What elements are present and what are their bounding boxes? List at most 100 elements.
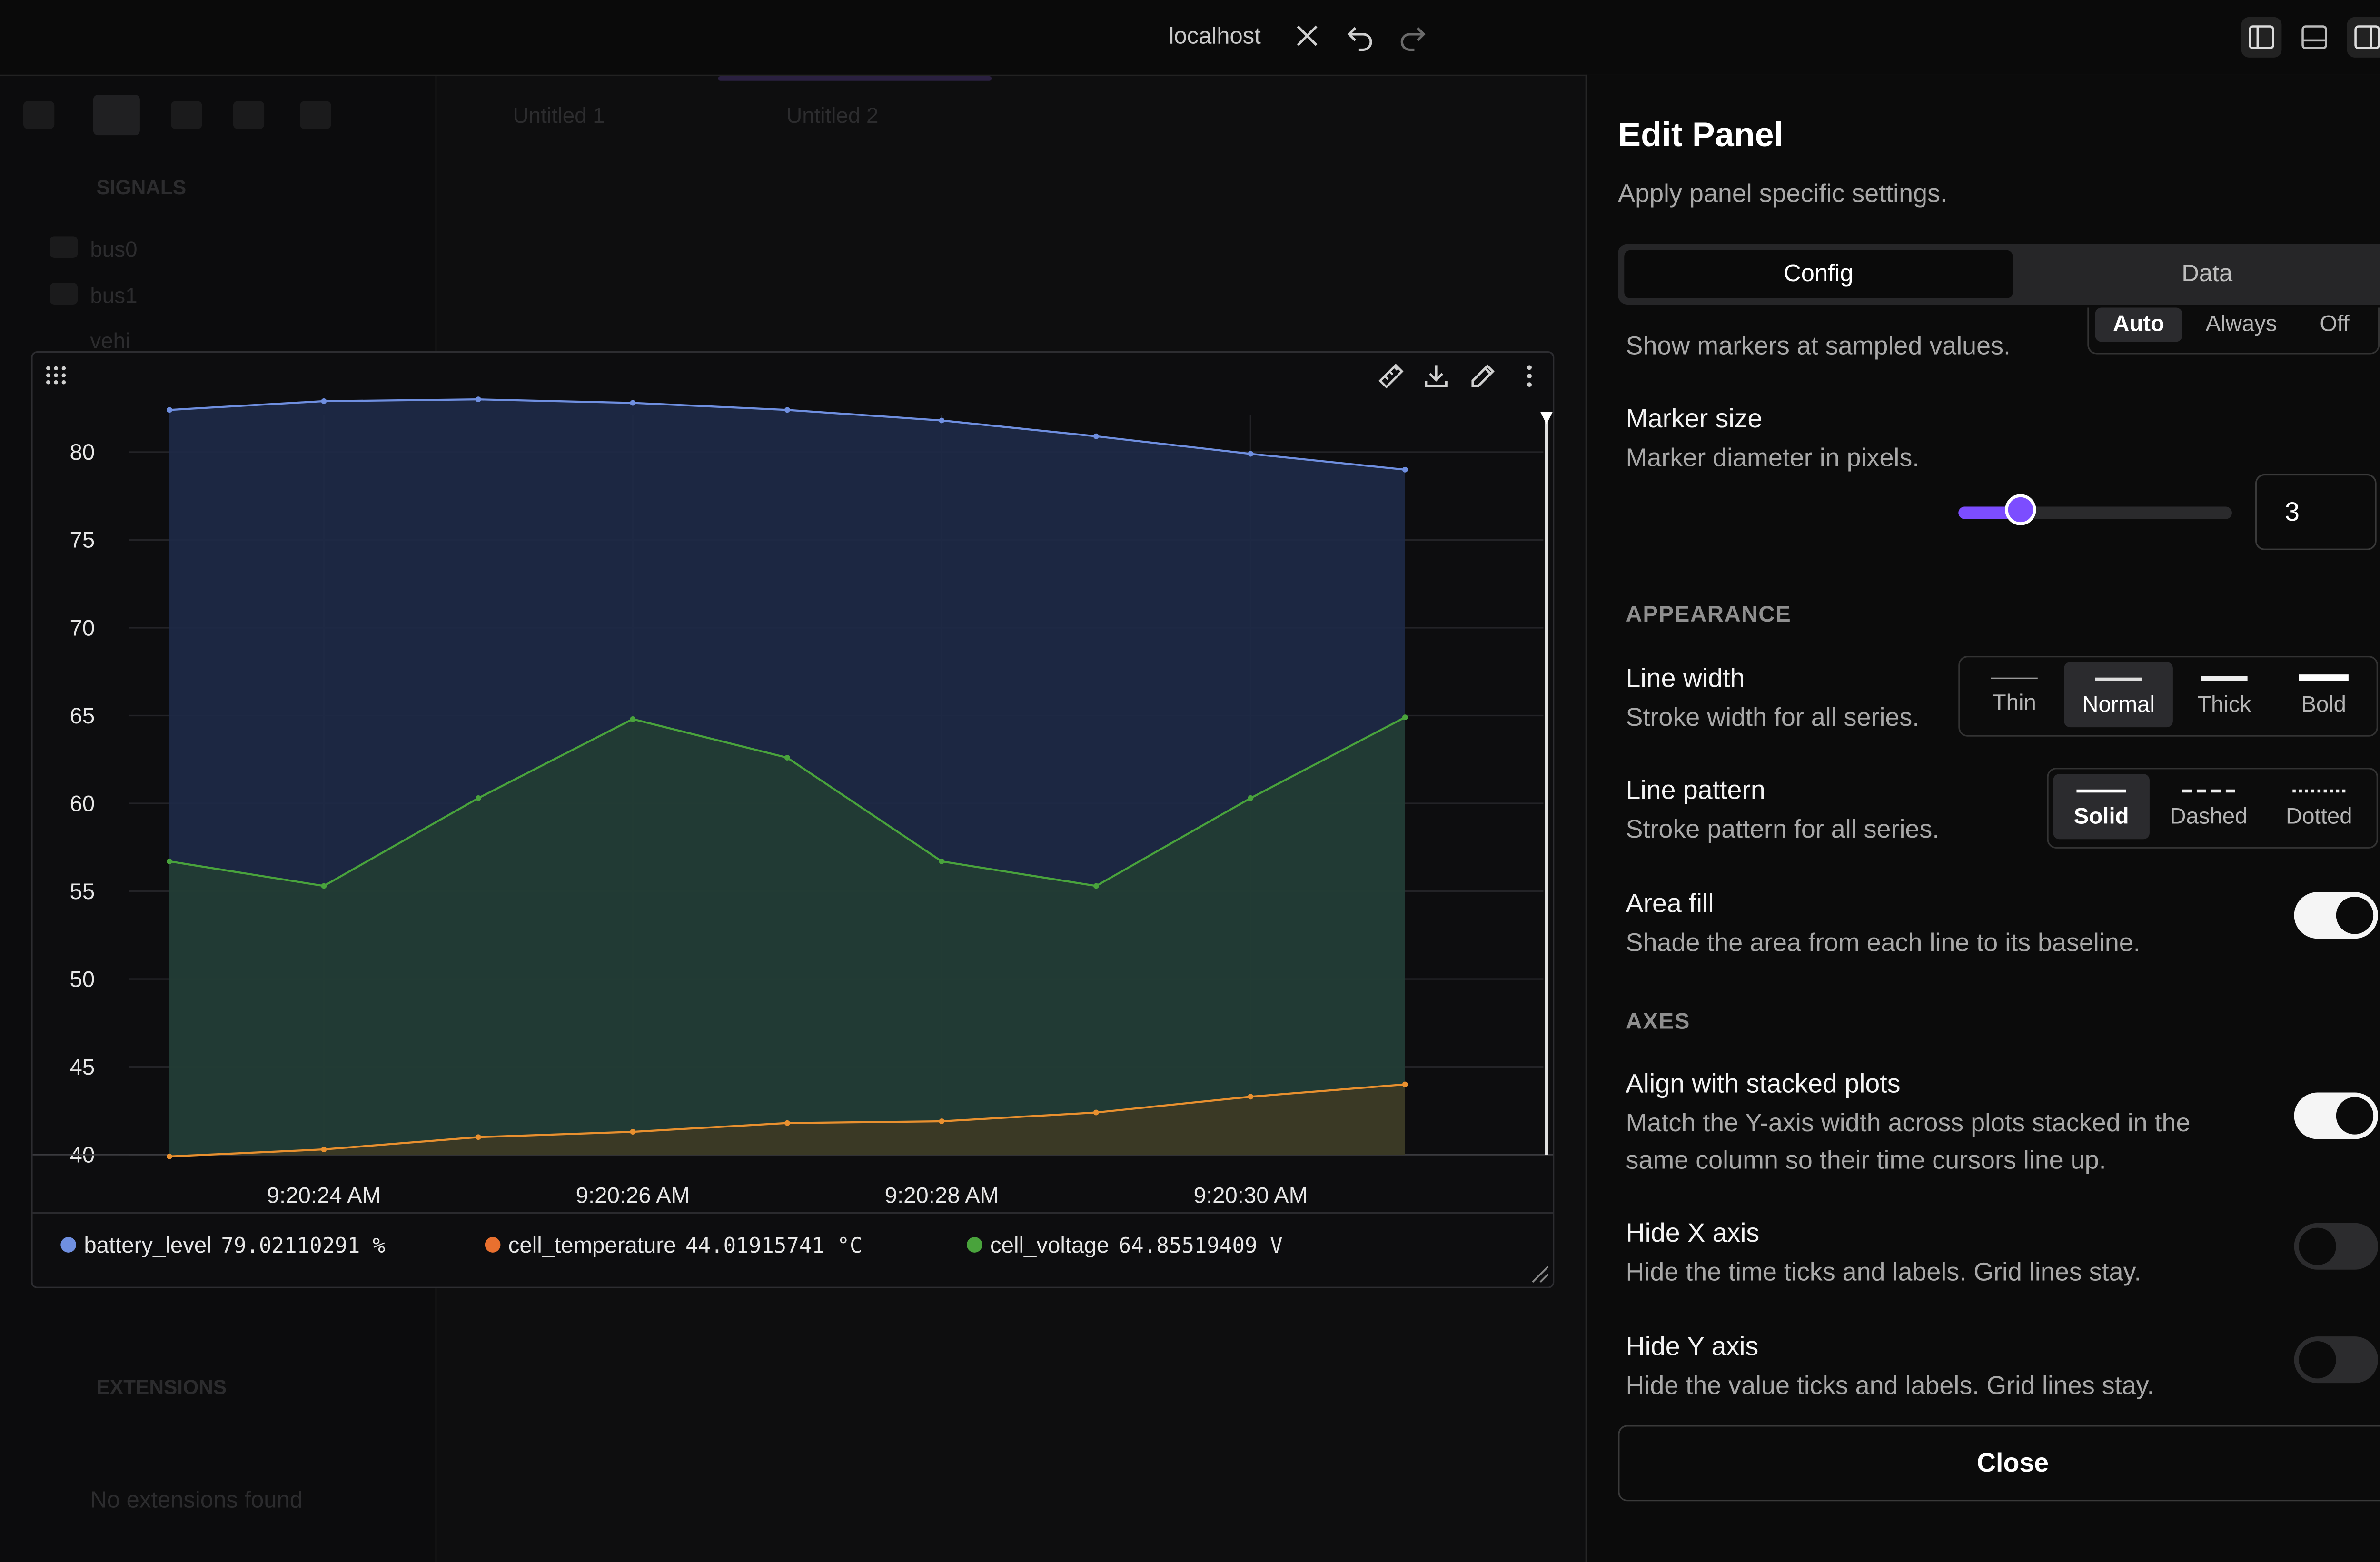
- legend-item-battery-level[interactable]: battery_level 79.02110291 %: [60, 1234, 385, 1259]
- line-width-bold-option[interactable]: Bold: [2275, 662, 2371, 727]
- legend-series-value: 44.01915741 °C: [685, 1234, 863, 1259]
- legend-series-value: 79.02110291 %: [221, 1234, 386, 1259]
- data-point-battery_level: [1093, 433, 1099, 439]
- y-tick-label: 75: [70, 528, 95, 553]
- drawer-title: Edit Panel: [1618, 115, 1784, 154]
- data-point-battery_level: [1402, 466, 1408, 473]
- title-bar: localhost: [0, 0, 2380, 76]
- data-point-cell_temperature: [630, 1129, 636, 1135]
- resize-handle-icon[interactable]: [1528, 1262, 1550, 1284]
- marker-size-label: Marker size: [1626, 404, 1763, 434]
- line-width-label: Line width: [1626, 663, 1745, 693]
- data-point-battery_level: [1248, 451, 1254, 457]
- y-tick-label: 65: [70, 703, 95, 729]
- extensions-empty: No extensions found: [90, 1487, 303, 1514]
- legend-item-cell-temperature[interactable]: cell_temperature 44.01915741 °C: [485, 1234, 863, 1259]
- markers-description: Show markers at sampled values.: [1626, 332, 2011, 361]
- undo-icon[interactable]: [1343, 19, 1377, 53]
- markers-auto-option[interactable]: Auto: [2095, 307, 2182, 342]
- y-tick-label: 50: [70, 967, 95, 992]
- data-point-cell_voltage: [1402, 714, 1408, 721]
- data-point-battery_level: [476, 396, 481, 403]
- line-pattern-solid-option[interactable]: Solid: [2053, 774, 2150, 840]
- data-point-cell_temperature: [784, 1120, 790, 1126]
- axes-heading: AXES: [1626, 1010, 1691, 1035]
- line-width-normal-option[interactable]: Normal: [2064, 662, 2173, 728]
- area-fill-toggle[interactable]: [2294, 892, 2378, 939]
- data-point-cell_temperature: [1402, 1081, 1408, 1087]
- drawer-tabs: Config Data: [1618, 244, 2380, 305]
- line-pattern-dashed-option[interactable]: Dashed: [2154, 774, 2263, 839]
- appearance-heading: APPEARANCE: [1626, 603, 1792, 628]
- hide-y-axis-toggle[interactable]: [2294, 1336, 2378, 1384]
- close-tab-icon[interactable]: [1290, 19, 1324, 53]
- slider-thumb[interactable]: [2005, 494, 2037, 525]
- line-width-thick-option[interactable]: Thick: [2173, 662, 2276, 727]
- data-point-cell_voltage: [321, 883, 327, 889]
- folder-vehi: vehi: [90, 327, 130, 353]
- bg-tab-2: Untitled 2: [786, 102, 879, 128]
- toggle-left-sidebar-icon[interactable]: [2241, 17, 2282, 58]
- y-tick-label: 55: [70, 879, 95, 904]
- folder-bus0: bus0: [90, 236, 138, 261]
- toggle-bottom-panel-icon[interactable]: [2294, 17, 2335, 58]
- y-tick-label: 80: [70, 440, 95, 465]
- bg-tab-1: Untitled 1: [513, 102, 605, 128]
- line-width-selector: Thin Normal Thick Bold: [1958, 655, 2378, 737]
- align-stacked-toggle[interactable]: [2294, 1092, 2378, 1139]
- hide-y-axis-label: Hide Y axis: [1626, 1332, 1759, 1362]
- more-options-icon[interactable]: [1512, 359, 1547, 393]
- legend-swatch: [967, 1237, 982, 1253]
- drawer-subtitle: Apply panel specific settings.: [1618, 180, 1948, 208]
- legend-series-name: cell_temperature: [508, 1234, 676, 1259]
- close-button[interactable]: Close: [1618, 1425, 2380, 1502]
- legend-swatch: [60, 1237, 76, 1253]
- config-settings-list[interactable]: Show markers at sampled values. Auto Alw…: [1587, 307, 2380, 1414]
- marker-size-slider[interactable]: [1958, 494, 2232, 525]
- extensions-heading: EXTENSIONS: [96, 1375, 227, 1399]
- toggle-right-sidebar-icon[interactable]: [2347, 17, 2380, 58]
- time-cursor-handle-icon: [1540, 412, 1553, 425]
- option-label: Thin: [1992, 692, 2036, 717]
- legend-series-value: 64.85519409 V: [1118, 1234, 1283, 1259]
- data-point-cell_voltage: [476, 795, 481, 801]
- legend-item-cell-voltage[interactable]: cell_voltage 64.85519409 V: [967, 1234, 1283, 1259]
- data-point-battery_level: [630, 400, 636, 406]
- data-point-cell_voltage: [1248, 795, 1254, 801]
- marker-size-description: Marker diameter in pixels.: [1626, 444, 1920, 473]
- data-point-battery_level: [321, 398, 327, 404]
- toggle-knob: [2299, 1341, 2336, 1379]
- data-point-cell_voltage: [784, 755, 790, 761]
- option-label: Thick: [2197, 692, 2251, 717]
- data-point-cell_temperature: [939, 1118, 945, 1124]
- chart-legend: battery_level 79.02110291 % cell_temperat…: [32, 1212, 1553, 1287]
- ruler-icon[interactable]: [1374, 359, 1408, 393]
- option-label: Dotted: [2286, 805, 2352, 830]
- line-pattern-selector: Solid Dashed Dotted: [2047, 768, 2378, 849]
- line-pattern-label: Line pattern: [1626, 775, 1765, 805]
- hide-x-axis-toggle[interactable]: [2294, 1223, 2378, 1270]
- edit-pencil-icon[interactable]: [1466, 359, 1500, 393]
- tab-data[interactable]: Data: [2182, 261, 2233, 288]
- line-width-thin-option[interactable]: Thin: [1964, 662, 2064, 727]
- markers-mode-selector: Auto Always Off: [2087, 307, 2380, 355]
- align-stacked-description-line2: same column so their time cursors line u…: [1626, 1147, 2106, 1175]
- markers-off-option[interactable]: Off: [2320, 312, 2350, 337]
- marker-size-input[interactable]: 3: [2255, 474, 2377, 550]
- option-label: Dashed: [2170, 805, 2248, 830]
- hide-x-axis-label: Hide X axis: [1626, 1218, 1760, 1248]
- close-drawer-icon[interactable]: [2377, 106, 2380, 137]
- tab-config[interactable]: Config: [1624, 250, 2013, 298]
- data-point-cell_temperature: [1093, 1109, 1099, 1116]
- data-point-cell_voltage: [939, 858, 945, 864]
- y-tick-label: 45: [70, 1055, 95, 1080]
- redo-icon[interactable]: [1396, 19, 1430, 53]
- legend-series-name: cell_voltage: [990, 1234, 1110, 1259]
- download-icon[interactable]: [1419, 359, 1453, 393]
- chart-panel: 40 45 50 55 60 65 70 75 80 9:20:24 AM 9:20:26 AM 9:…: [31, 351, 1555, 1288]
- markers-always-option[interactable]: Always: [2205, 312, 2277, 337]
- line-pattern-dotted-option[interactable]: Dotted: [2266, 774, 2372, 839]
- folder-bus1: bus1: [90, 283, 138, 308]
- drag-handle-icon[interactable]: [45, 364, 67, 386]
